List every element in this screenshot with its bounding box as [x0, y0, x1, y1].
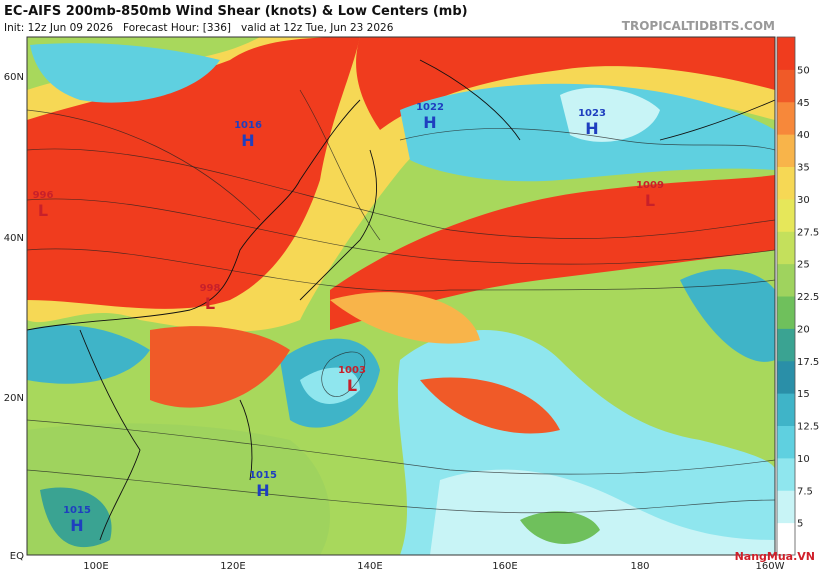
center-letter: H [241, 131, 254, 150]
center-pressure: 1015 [63, 505, 91, 516]
colorbar-tick-label: 27.5 [797, 227, 819, 238]
colorbar-tick-label: 20 [797, 324, 810, 335]
center-letter: L [645, 191, 655, 210]
colorbar-swatch [777, 231, 795, 265]
colorbar-swatch [777, 360, 795, 394]
center-letter: L [347, 376, 357, 395]
colorbar-tick-label: 40 [797, 130, 810, 141]
lon-label: 100E [83, 561, 108, 572]
colorbar: 5 7.5 10 12.5 15 17.5 20 22.5 25 27.5 30 35 40 45 50 [776, 36, 819, 556]
map-frame [26, 36, 776, 556]
center-letter: L [38, 201, 48, 220]
colorbar-swatch [777, 457, 795, 491]
lon-label: 180 [630, 561, 649, 572]
lat-label: 40N [4, 233, 24, 244]
subtitle: Init: 12z Jun 09 2026 Forecast Hour: [33… [4, 22, 394, 34]
colorbar-swatch [777, 393, 795, 426]
colorbar-swatch [777, 263, 795, 297]
colorbar-swatch [777, 134, 795, 167]
colorbar-tick-label: 30 [797, 195, 810, 206]
center-pressure: 996 [33, 190, 54, 201]
center-pressure: 998 [200, 283, 221, 294]
brand: TROPICALTIDBITS.COM [622, 19, 775, 33]
lon-label: 140E [357, 561, 382, 572]
colorbar-swatch [777, 37, 795, 70]
colorbar-tick-label: 10 [797, 454, 810, 465]
colorbar-tick-label: 15 [797, 389, 810, 400]
colorbar-tick-label: 25 [797, 260, 810, 271]
center-pressure: 1015 [249, 470, 277, 481]
lon-label: 160E [492, 561, 517, 572]
center-pressure: 1009 [636, 180, 664, 191]
colorbar-swatch [777, 425, 795, 459]
colorbar-tick-label: 17.5 [797, 357, 819, 368]
center-letter: H [256, 481, 269, 500]
lat-label: EQ [10, 551, 24, 562]
colorbar-tick-label: 22.5 [797, 292, 819, 303]
colorbar-tick-label: 12.5 [797, 422, 819, 433]
center-pressure: 1022 [416, 102, 444, 113]
colorbar-swatch [777, 490, 795, 524]
colorbar-swatch [777, 522, 795, 556]
coastlines [27, 59, 775, 541]
center-pressure: 1016 [234, 120, 262, 131]
title: EC-AIFS 200mb-850mb Wind Shear (knots) &… [4, 4, 468, 19]
colorbar-swatch [777, 198, 795, 232]
colorbar-swatch [777, 296, 795, 329]
colorbar-tick-label: 45 [797, 98, 810, 109]
lat-labels: 60N 40N 20N EQ [4, 72, 24, 562]
colorbar-tick-label: 50 [797, 65, 810, 76]
colorbar-swatch [777, 166, 795, 200]
lon-labels: 100E 120E 140E 160E 180 160W [83, 561, 784, 572]
lon-label: 120E [220, 561, 245, 572]
lat-label: 60N [4, 72, 24, 83]
center-letter: H [423, 113, 436, 132]
center-letter: H [70, 516, 83, 535]
colorbar-tick-label: 7.5 [797, 486, 813, 497]
colorbar-swatch [777, 69, 795, 103]
lon-label: 160W [756, 561, 785, 572]
colorbar-tick-label: 35 [797, 163, 810, 174]
center-letter: H [585, 119, 598, 138]
center-pressure: 1003 [338, 365, 366, 376]
shear-field [27, 37, 775, 555]
center-pressure: 1023 [578, 108, 606, 119]
colorbar-swatch [777, 101, 795, 135]
lat-label: 20N [4, 393, 24, 404]
center-letter: L [205, 294, 215, 313]
watermark: NangMua.VN [735, 550, 815, 563]
colorbar-frame [776, 36, 796, 556]
colorbar-swatch [777, 328, 795, 362]
colorbar-tick-label: 5 [797, 519, 803, 530]
streamlines [27, 89, 775, 514]
